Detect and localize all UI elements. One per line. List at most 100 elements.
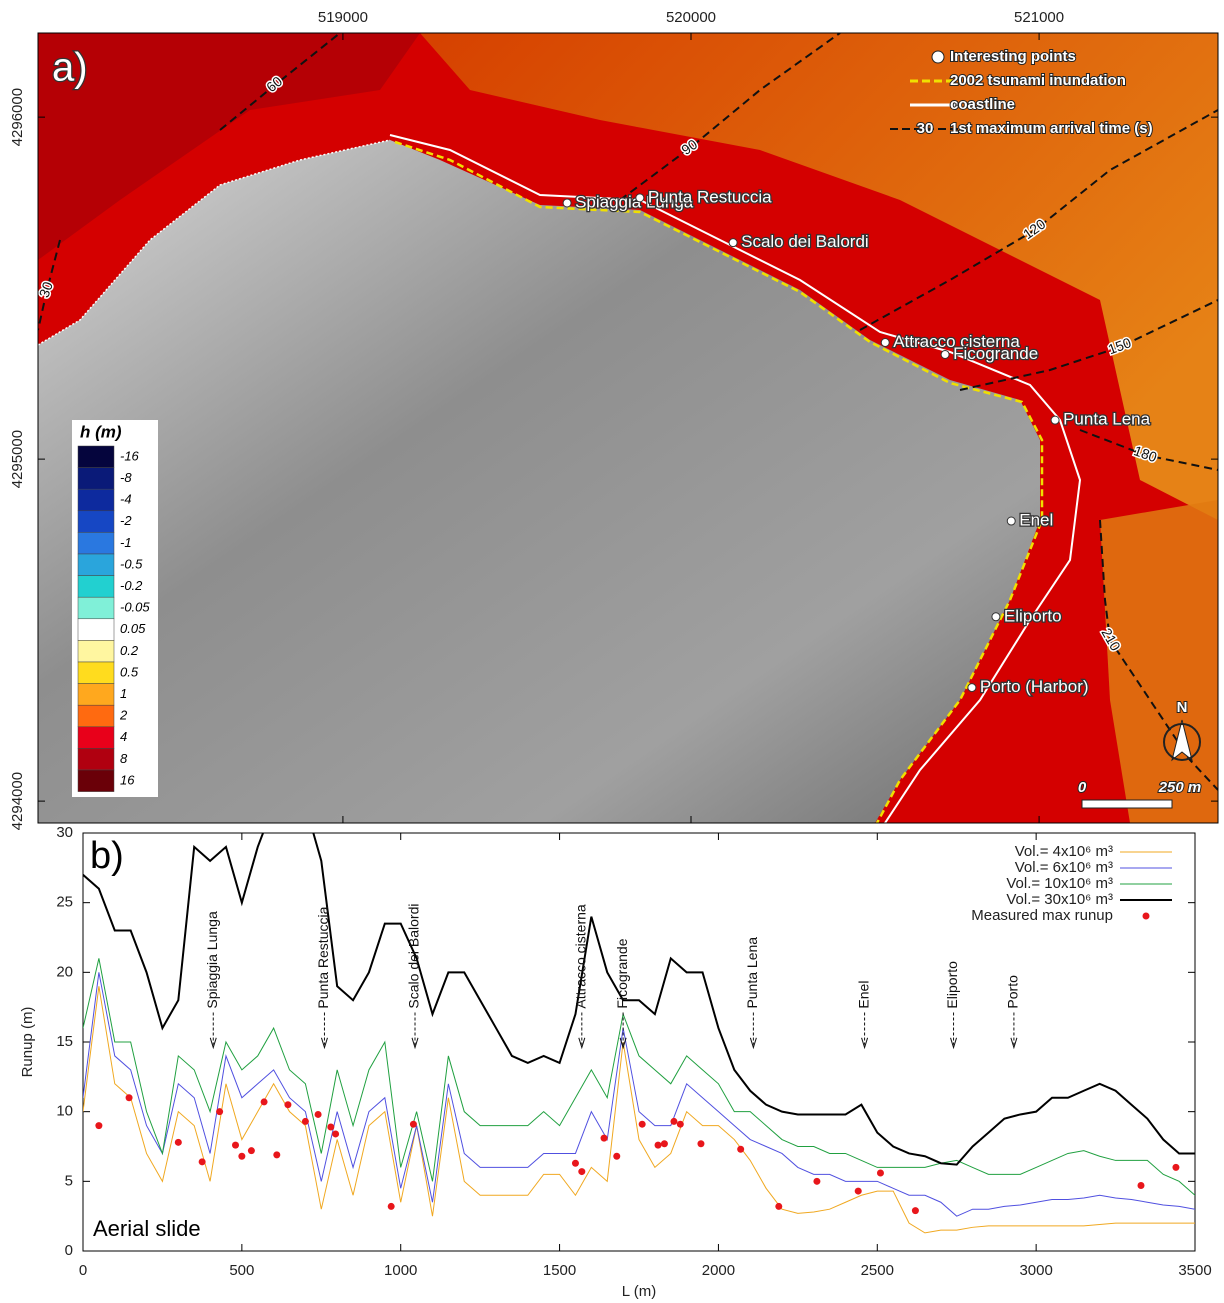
x-tick-label: 3500 [1178,1262,1211,1279]
measured-point [737,1146,744,1153]
map-background [38,33,1218,823]
point-label: Punta Restuccia [648,187,772,206]
scale-bar [1082,800,1172,808]
colorbar-label: -2 [120,513,132,528]
annotation: Ficogrande [614,938,630,1008]
colorbar-swatch [78,662,114,684]
legend-symbol [932,51,944,63]
colorbar-label: 0.2 [120,643,139,658]
measured-point [332,1130,339,1137]
point [563,199,571,207]
point-label: Punta Lena [1063,410,1151,429]
y-tick-label: 25 [56,894,73,911]
colorbar-swatch [78,727,114,749]
x-tick-label: 2500 [861,1262,894,1279]
y-tick-label: 10 [56,1103,73,1120]
colorbar-swatch [78,619,114,641]
measured-point [912,1207,919,1214]
measured-point [855,1188,862,1195]
scale-label: 0 [1078,779,1087,796]
y-tick-label: 4294000 [9,772,26,830]
x-tick-label: 1000 [384,1262,417,1279]
colorbar-label: -0.05 [120,600,150,615]
y-tick-label: 4296000 [9,88,26,146]
colorbar-swatch [78,684,114,706]
point [729,239,737,247]
colorbar-label: -8 [120,470,132,485]
y-tick-label: 5 [65,1172,73,1189]
annotation: Punta Lena [744,937,760,1009]
measured-point [273,1151,280,1158]
y-tick-label: 30 [56,824,73,841]
measured-point [410,1121,417,1128]
colorbar-swatch [78,597,114,619]
colorbar-swatch [78,511,114,533]
measured-point [388,1203,395,1210]
measured-point [601,1135,608,1142]
measured-point [677,1121,684,1128]
point-label: Enel [1019,511,1053,530]
annotation: Enel [855,981,871,1009]
colorbar-swatch [78,489,114,511]
colorbar-label: 2 [119,708,128,723]
x-axis-label: L (m) [622,1283,656,1300]
x-tick-label: 521000 [1014,9,1064,26]
measured-point [613,1153,620,1160]
colorbar-label: 0.5 [120,664,139,679]
y-tick-label: 0 [65,1242,73,1259]
legend-label: Vol.= 4x10⁶ m³ [1015,843,1113,860]
legend-label: Vol.= 10x10⁶ m³ [1006,875,1113,892]
figure: 306090120150180210 519000520000521000429… [0,0,1224,1303]
measured-point [216,1108,223,1115]
x-tick-label: 519000 [318,9,368,26]
measured-point [578,1168,585,1175]
note: Aerial slide [93,1216,201,1241]
panel-label: b) [90,835,124,877]
measured-point [661,1140,668,1147]
point-label: Porto (Harbor) [980,677,1089,696]
x-tick-label: 3000 [1019,1262,1052,1279]
colorbar-title: h (m) [80,422,122,441]
colorbar-label: -1 [120,535,132,550]
colorbar-swatch [78,576,114,598]
colorbar-label: -0.5 [120,556,143,571]
point [992,613,1000,621]
measured-point [775,1203,782,1210]
measured-point [697,1140,704,1147]
x-tick-label: 520000 [666,9,716,26]
colorbar-swatch [78,705,114,727]
measured-point [232,1142,239,1149]
legend-label: Measured max runup [971,907,1113,924]
measured-point [175,1139,182,1146]
panel-label: a) [52,46,88,90]
point [1051,416,1059,424]
legend-label: 1st maximum arrival time (s) [950,120,1153,137]
scale-label: 250 m [1158,779,1202,796]
measured-point [284,1101,291,1108]
measured-point [877,1169,884,1176]
measured-point [813,1178,820,1185]
y-tick-label: 15 [56,1033,73,1050]
point [941,350,949,358]
annotation: Eliporto [944,961,960,1009]
point [968,684,976,692]
y-axis-label: Runup (m) [19,1007,36,1078]
colorbar-label: -0.2 [120,578,143,593]
y-tick-label: 4295000 [9,430,26,488]
annotation: Scalo dei Balordi [406,903,422,1008]
colorbar-label: 16 [120,772,135,787]
point-label: Eliporto [1004,606,1062,625]
annotation: Punta Restuccia [315,906,331,1008]
colorbar-swatch [78,468,114,490]
colorbar-label: 8 [120,751,128,766]
legend-label: 2002 tsunami inundation [950,72,1126,89]
colorbar-label: -16 [120,448,140,463]
point [636,194,644,202]
colorbar-swatch [78,554,114,576]
colorbar-swatch [78,640,114,662]
measured-point [315,1111,322,1118]
measured-point [655,1142,662,1149]
measured-point [1172,1164,1179,1171]
colorbar-swatch [78,770,114,792]
point [1007,517,1015,525]
